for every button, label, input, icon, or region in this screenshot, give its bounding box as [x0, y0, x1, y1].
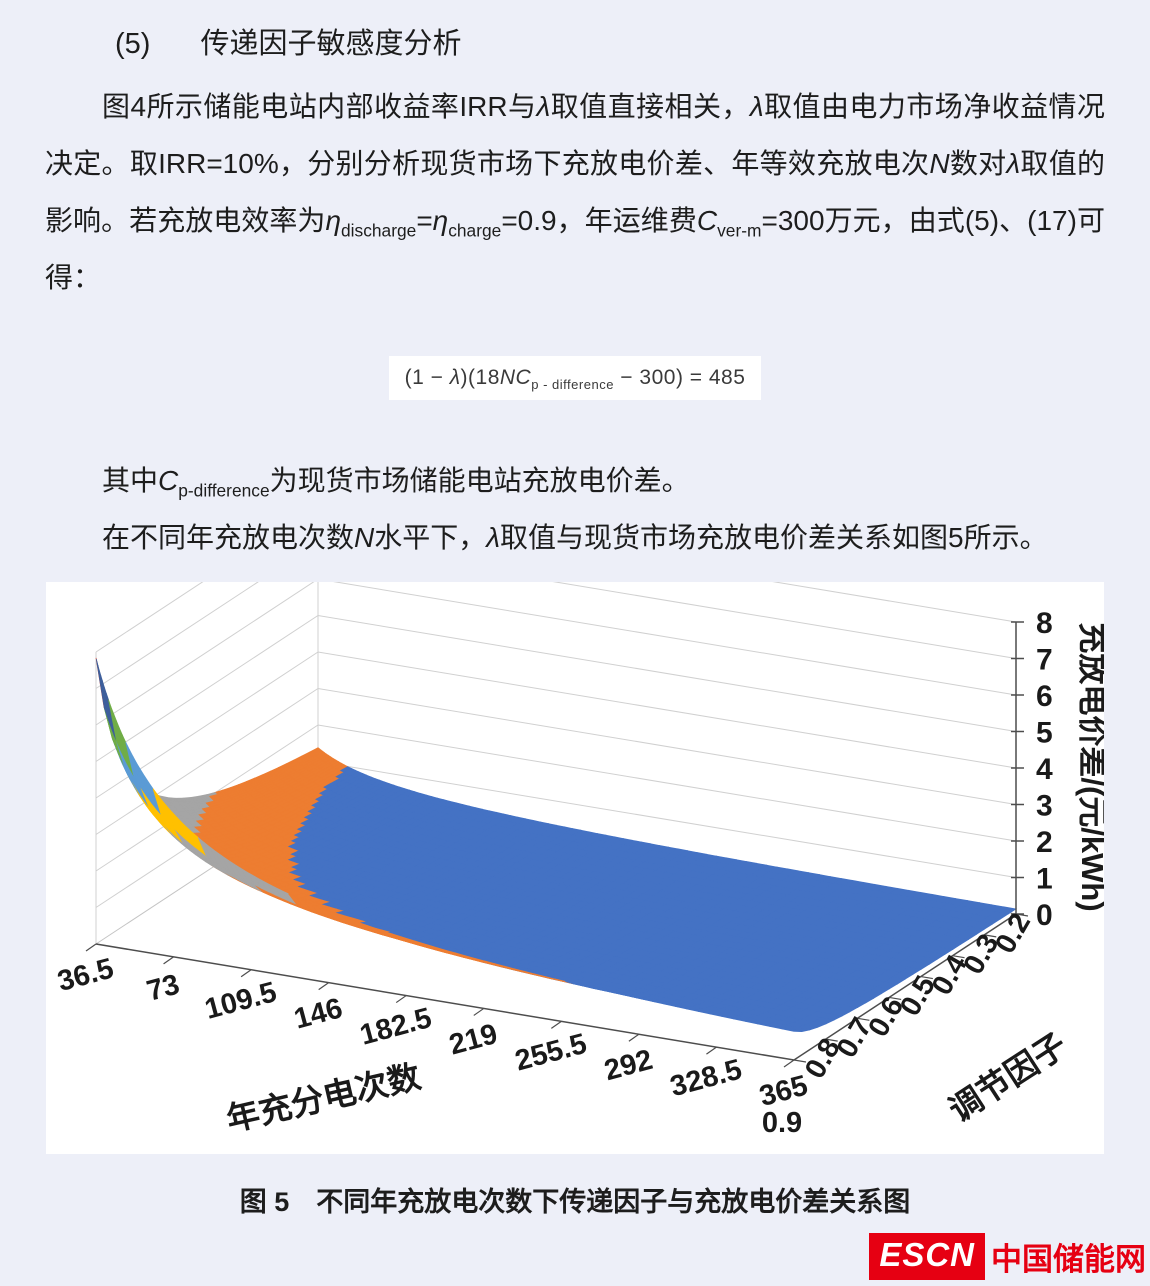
svg-text:1: 1 — [1036, 863, 1053, 896]
figure-5-chart: 0 1 2 3 4 5 6 7 8 36.5 73 109.5 146 182.5 219 255.5 292 3… — [46, 582, 1104, 1154]
svg-text:调节因子: 调节因子 — [942, 1026, 1073, 1129]
equation-text: (1 − λ)(18NCp - difference − 300) = 485 — [388, 356, 762, 400]
svg-text:0.9: 0.9 — [762, 1107, 802, 1139]
section-title: 传递因子敏感度分析 — [200, 28, 462, 60]
svg-text:5: 5 — [1036, 717, 1053, 750]
svg-text:0: 0 — [1036, 899, 1053, 932]
svg-text:146: 146 — [291, 992, 346, 1035]
svg-text:73: 73 — [144, 969, 183, 1008]
svg-text:36.5: 36.5 — [54, 953, 117, 999]
svg-text:4: 4 — [1036, 753, 1053, 786]
svg-text:年充分电次数: 年充分电次数 — [223, 1057, 425, 1138]
paragraph-1: 图4所示储能电站内部收益率IRR与λ取值直接相关，λ取值由电力市场净收益情况决定… — [45, 91, 1105, 293]
chart-axes — [85, 621, 1029, 1068]
article-body: (5) 传递因子敏感度分析 图4所示储能电站内部收益率IRR与λ取值直接相关，λ… — [0, 20, 1150, 1219]
paragraph-2: 其中Cp-difference为现货市场储能电站充放电价差。 — [102, 465, 690, 501]
paragraph-3: 在不同年充放电次数N水平下，λ取值与现货市场充放电价差关系如图5所示。 — [102, 522, 1048, 553]
svg-text:182.5: 182.5 — [357, 1002, 435, 1052]
svg-text:8: 8 — [1036, 607, 1053, 640]
section-number: (5) — [115, 28, 151, 60]
svg-text:219: 219 — [446, 1018, 501, 1061]
svg-text:255.5: 255.5 — [512, 1028, 590, 1078]
svg-text:3: 3 — [1036, 790, 1053, 823]
equation-block: (1 − λ)(18NCp - difference − 300) = 485 — [45, 356, 1105, 400]
surface-chart-canvas: 01 23 45 67 8 36.5 73 109.5 146 182.5 219 255.5 292 3… — [54, 582, 1104, 1139]
svg-text:6: 6 — [1036, 680, 1053, 713]
escn-logo-name: 中国储能网 — [991, 1242, 1146, 1277]
figure-caption: 图 5 不同年充放电次数下传递因子与充放电价差关系图 — [239, 1187, 911, 1217]
svg-text:7: 7 — [1036, 644, 1053, 677]
svg-text:328.5: 328.5 — [667, 1054, 745, 1104]
section-heading: (5) 传递因子敏感度分析 — [115, 20, 1105, 62]
svg-text:2: 2 — [1036, 826, 1053, 859]
escn-logo-abbr: ESCN — [869, 1233, 985, 1280]
escn-logo: ESCN 中国储能网 — [869, 1233, 1150, 1280]
svg-text:充放电价差/(元/kWh): 充放电价差/(元/kWh) — [1075, 622, 1104, 911]
svg-text:109.5: 109.5 — [202, 976, 280, 1026]
surface-mesh — [95, 657, 1017, 1032]
svg-text:292: 292 — [601, 1044, 656, 1087]
